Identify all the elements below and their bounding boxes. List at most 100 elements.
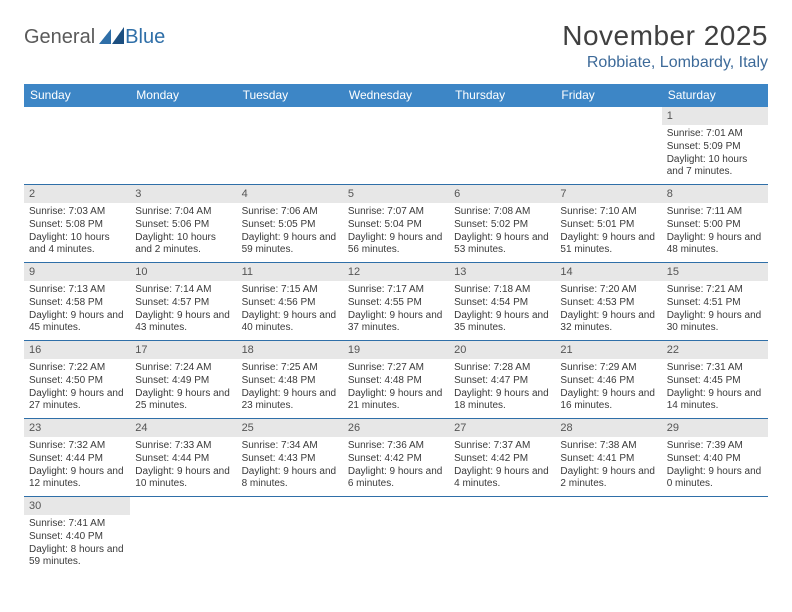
cell-details: Sunrise: 7:22 AM Sunset: 4:50 PM Dayligh… (29, 362, 125, 413)
cell-details: Sunrise: 7:33 AM Sunset: 4:44 PM Dayligh… (135, 440, 231, 491)
day-header: Saturday (662, 84, 768, 107)
cell-details: Sunrise: 7:06 AM Sunset: 5:05 PM Dayligh… (242, 206, 338, 257)
day-number: 2 (24, 185, 130, 203)
calendar-cell: 28Sunrise: 7:38 AM Sunset: 4:41 PM Dayli… (555, 419, 661, 497)
cell-details: Sunrise: 7:17 AM Sunset: 4:55 PM Dayligh… (348, 284, 444, 335)
calendar-cell: 8 Sunrise: 7:11 AM Sunset: 5:00 PM Daylig… (662, 185, 768, 263)
calendar-cell-empty (343, 497, 449, 575)
day-number: 4 (237, 185, 343, 203)
month-title: November 2025 (562, 20, 768, 52)
calendar-cell: 23 Sunrise: 7:32 AM Sunset: 4:44 PM Dayli… (24, 419, 130, 497)
calendar-cell: 25Sunrise: 7:34 AM Sunset: 4:43 PM Dayli… (237, 419, 343, 497)
cell-details: Sunrise: 7:36 AM Sunset: 4:42 PM Dayligh… (348, 440, 444, 491)
day-header: Tuesday (237, 84, 343, 107)
cell-details: Sunrise: 7:11 AM Sunset: 5:00 PM Dayligh… (667, 206, 763, 257)
logo: General Blue (24, 26, 165, 49)
day-number: 28 (555, 419, 661, 437)
calendar-cell: 20 Sunrise: 7:28 AM Sunset: 4:47 PM Dayli… (449, 341, 555, 419)
day-number: 3 (130, 185, 236, 203)
calendar-cell-empty (555, 497, 661, 575)
calendar-cell: 6Sunrise: 7:08 AM Sunset: 5:02 PM Daylig… (449, 185, 555, 263)
calendar-cell: 2 Sunrise: 7:03 AM Sunset: 5:08 PM Daylig… (24, 185, 130, 263)
day-number: 10 (130, 263, 236, 281)
cell-details: Sunrise: 7:14 AM Sunset: 4:57 PM Dayligh… (135, 284, 231, 335)
cell-details: Sunrise: 7:21 AM Sunset: 4:51 PM Dayligh… (667, 284, 763, 335)
location: Robbiate, Lombardy, Italy (562, 54, 768, 72)
day-number: 22 (662, 341, 768, 359)
day-number: 16 (24, 341, 130, 359)
day-number: 27 (449, 419, 555, 437)
calendar-cell-empty (237, 497, 343, 575)
calendar-cell: 17Sunrise: 7:24 AM Sunset: 4:49 PM Dayli… (130, 341, 236, 419)
cell-details: Sunrise: 7:10 AM Sunset: 5:01 PM Dayligh… (560, 206, 656, 257)
calendar-cell-empty (130, 107, 236, 185)
day-number: 30 (24, 497, 130, 515)
cell-details: Sunrise: 7:32 AM Sunset: 4:44 PM Dayligh… (29, 440, 125, 491)
calendar-cell-empty (24, 107, 130, 185)
calendar-cell: 27Sunrise: 7:37 AM Sunset: 4:42 PM Dayli… (449, 419, 555, 497)
title-block: November 2025 Robbiate, Lombardy, Italy (562, 20, 768, 72)
day-number: 19 (343, 341, 449, 359)
cell-details: Sunrise: 7:03 AM Sunset: 5:08 PM Dayligh… (29, 206, 125, 257)
cell-details: Sunrise: 7:13 AM Sunset: 4:58 PM Dayligh… (29, 284, 125, 335)
cell-details: Sunrise: 7:04 AM Sunset: 5:06 PM Dayligh… (135, 206, 231, 257)
day-number: 17 (130, 341, 236, 359)
day-number: 29 (662, 419, 768, 437)
calendar-cell: 9 Sunrise: 7:13 AM Sunset: 4:58 PM Daylig… (24, 263, 130, 341)
calendar-cell-empty (555, 107, 661, 185)
day-number: 20 (449, 341, 555, 359)
cell-details: Sunrise: 7:08 AM Sunset: 5:02 PM Dayligh… (454, 206, 550, 257)
cell-details: Sunrise: 7:18 AM Sunset: 4:54 PM Dayligh… (454, 284, 550, 335)
cell-details: Sunrise: 7:31 AM Sunset: 4:45 PM Dayligh… (667, 362, 763, 413)
day-number: 26 (343, 419, 449, 437)
day-number: 24 (130, 419, 236, 437)
calendar-cell-empty (237, 107, 343, 185)
calendar-cell: 1 Sunrise: 7:01 AM Sunset: 5:09 PM Daylig… (662, 107, 768, 185)
calendar-cell: 29 Sunrise: 7:39 AM Sunset: 4:40 PM Dayli… (662, 419, 768, 497)
logo-text-general: General (24, 26, 95, 49)
calendar-cell: 11Sunrise: 7:15 AM Sunset: 4:56 PM Dayli… (237, 263, 343, 341)
day-number: 18 (237, 341, 343, 359)
cell-details: Sunrise: 7:15 AM Sunset: 4:56 PM Dayligh… (242, 284, 338, 335)
cell-details: Sunrise: 7:41 AM Sunset: 4:40 PM Dayligh… (29, 518, 125, 569)
calendar-cell: 26 Sunrise: 7:36 AM Sunset: 4:42 PM Dayli… (343, 419, 449, 497)
day-number: 15 (662, 263, 768, 281)
cell-details: Sunrise: 7:29 AM Sunset: 4:46 PM Dayligh… (560, 362, 656, 413)
cell-details: Sunrise: 7:39 AM Sunset: 4:40 PM Dayligh… (667, 440, 763, 491)
day-number: 1 (662, 107, 768, 125)
calendar-cell: 14 Sunrise: 7:20 AM Sunset: 4:53 PM Dayli… (555, 263, 661, 341)
calendar-cell: 5 Sunrise: 7:07 AM Sunset: 5:04 PM Daylig… (343, 185, 449, 263)
cell-details: Sunrise: 7:28 AM Sunset: 4:47 PM Dayligh… (454, 362, 550, 413)
calendar-cell: 15 Sunrise: 7:21 AM Sunset: 4:51 PM Dayli… (662, 263, 768, 341)
calendar-cell: 4 Sunrise: 7:06 AM Sunset: 5:05 PM Daylig… (237, 185, 343, 263)
day-number: 7 (555, 185, 661, 203)
day-number: 14 (555, 263, 661, 281)
logo-text-blue: Blue (125, 26, 165, 49)
calendar-cell-empty (130, 497, 236, 575)
calendar-cell-empty (343, 107, 449, 185)
calendar-cell-empty (449, 107, 555, 185)
calendar-cell: 22 Sunrise: 7:31 AM Sunset: 4:45 PM Dayli… (662, 341, 768, 419)
calendar-cell: 24 Sunrise: 7:33 AM Sunset: 4:44 PM Dayli… (130, 419, 236, 497)
day-header: Friday (555, 84, 661, 107)
day-number: 12 (343, 263, 449, 281)
day-number: 9 (24, 263, 130, 281)
calendar-cell: 30 Sunrise: 7:41 AM Sunset: 4:40 PM Dayli… (24, 497, 130, 575)
day-header: Sunday (24, 84, 130, 107)
calendar-cell: 16 Sunrise: 7:22 AM Sunset: 4:50 PM Dayli… (24, 341, 130, 419)
day-number: 8 (662, 185, 768, 203)
cell-details: Sunrise: 7:25 AM Sunset: 4:48 PM Dayligh… (242, 362, 338, 413)
calendar-cell: 13 Sunrise: 7:18 AM Sunset: 4:54 PM Dayli… (449, 263, 555, 341)
cell-details: Sunrise: 7:01 AM Sunset: 5:09 PM Dayligh… (667, 128, 763, 179)
calendar-cell: 21Sunrise: 7:29 AM Sunset: 4:46 PM Dayli… (555, 341, 661, 419)
cell-details: Sunrise: 7:20 AM Sunset: 4:53 PM Dayligh… (560, 284, 656, 335)
cell-details: Sunrise: 7:07 AM Sunset: 5:04 PM Dayligh… (348, 206, 444, 257)
header: General Blue November 2025 Robbiate, Lom… (24, 20, 768, 72)
calendar-body: 1 Sunrise: 7:01 AM Sunset: 5:09 PM Daylig… (24, 107, 768, 575)
day-number: 23 (24, 419, 130, 437)
day-number: 25 (237, 419, 343, 437)
day-number: 13 (449, 263, 555, 281)
day-header: Monday (130, 84, 236, 107)
day-number: 5 (343, 185, 449, 203)
calendar-cell-empty (449, 497, 555, 575)
